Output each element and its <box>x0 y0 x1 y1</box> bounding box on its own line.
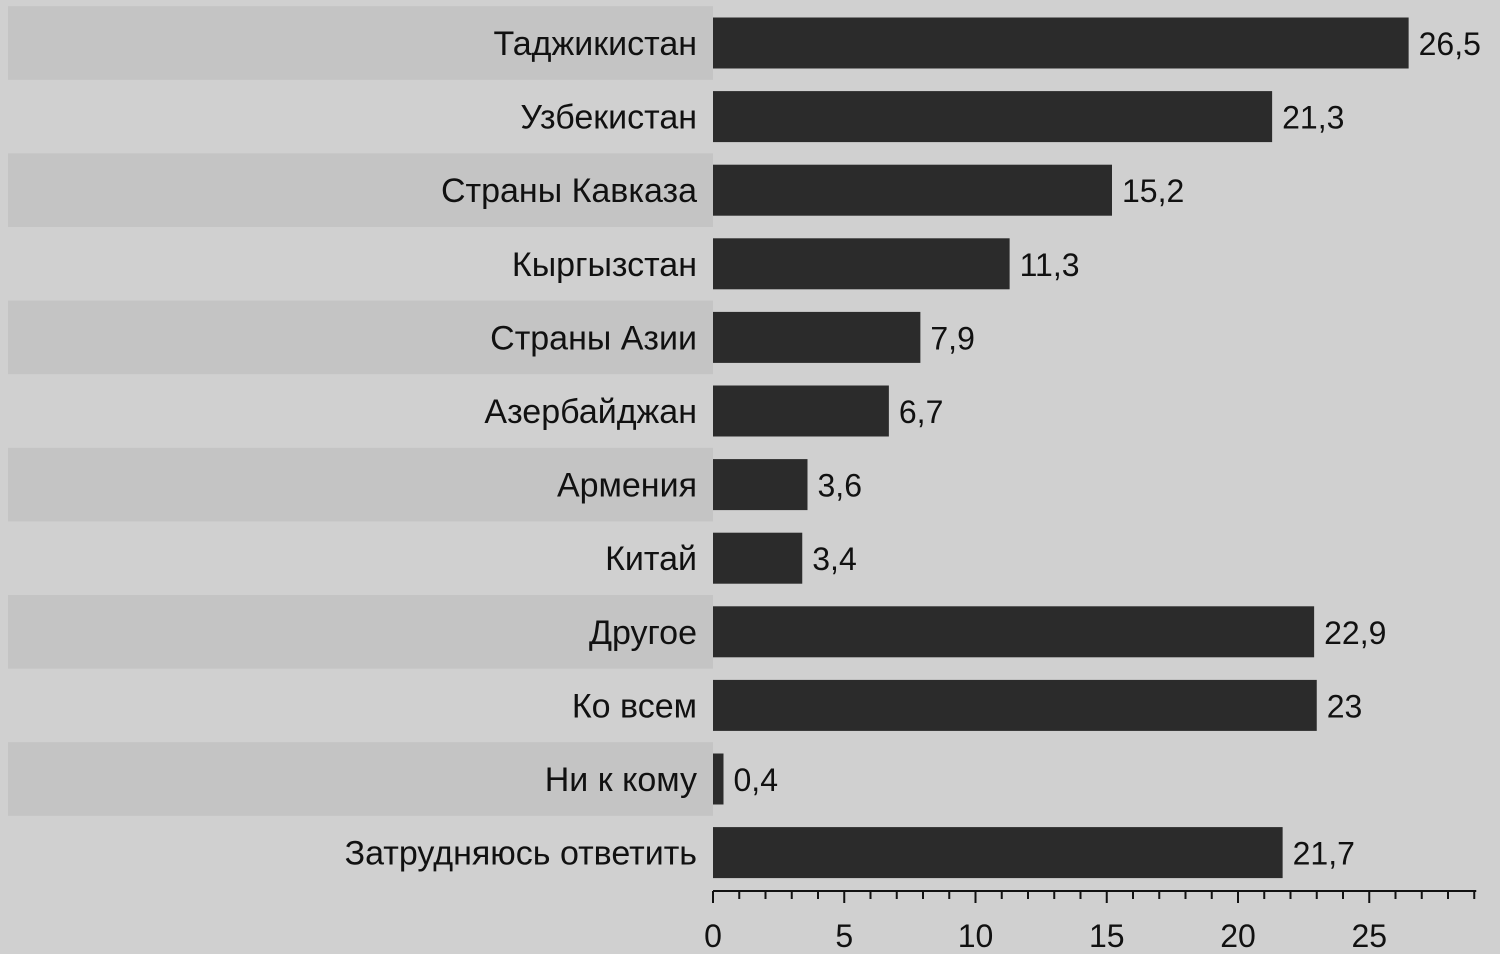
category-label: Ко всем <box>572 687 697 725</box>
category-label: Китай <box>605 540 697 578</box>
bar <box>713 164 1112 216</box>
category-label: Узбекистан <box>520 99 697 137</box>
category-label: Азербайджан <box>484 393 697 431</box>
row-stripe <box>8 447 713 522</box>
row-stripe <box>8 300 713 375</box>
bar <box>713 238 1010 290</box>
value-label: 7,9 <box>930 320 974 356</box>
value-label: 3,6 <box>818 468 862 504</box>
row-stripe <box>8 595 713 669</box>
bar <box>713 459 808 511</box>
bar <box>713 17 1409 69</box>
value-label: 6,7 <box>899 394 943 430</box>
x-tick-label: 15 <box>1089 918 1125 954</box>
bar <box>713 753 724 805</box>
row-stripe <box>8 6 713 80</box>
x-tick-label: 25 <box>1351 918 1387 954</box>
bar <box>713 311 921 363</box>
value-label: 22,9 <box>1324 615 1386 651</box>
category-label: Страны Азии <box>490 319 697 357</box>
x-tick-label: 20 <box>1220 918 1256 954</box>
value-label: 21,3 <box>1282 100 1344 136</box>
x-tick-label: 0 <box>704 918 722 954</box>
bar <box>713 827 1283 879</box>
value-label: 15,2 <box>1122 173 1184 209</box>
category-label: Армения <box>557 467 697 505</box>
category-label: Ни к кому <box>545 761 697 799</box>
value-label: 11,3 <box>1020 247 1080 283</box>
row-stripes <box>8 6 713 816</box>
value-label: 21,7 <box>1293 836 1355 872</box>
value-label: 0,4 <box>734 762 778 798</box>
x-axis: 0 5 10 15 20 25 <box>704 890 1477 954</box>
bar <box>713 385 889 437</box>
category-label: Другое <box>589 614 697 652</box>
category-label: Кыргызстан <box>512 246 697 284</box>
bar <box>713 91 1273 143</box>
value-label: 26,5 <box>1419 26 1481 62</box>
bar <box>713 532 803 584</box>
bar <box>713 606 1315 658</box>
category-label: Страны Кавказа <box>441 172 697 210</box>
row-stripe <box>8 153 713 227</box>
bar <box>713 679 1317 731</box>
category-label: Таджикистан <box>494 25 697 63</box>
category-label: Затрудняюсь ответить <box>345 835 697 873</box>
value-label: 3,4 <box>812 541 856 577</box>
x-tick-label: 5 <box>835 918 853 954</box>
row-stripe <box>8 742 713 816</box>
bars <box>713 17 1409 879</box>
x-tick-label: 10 <box>958 918 994 954</box>
value-labels: 26,5 21,3 15,2 11,3 7,9 6,7 3,6 3,4 22,9 23 0,4 21,… <box>734 26 1481 872</box>
category-labels: Таджикистан Узбекистан Страны Кавказа Кыргы… <box>345 25 697 873</box>
value-label: 23 <box>1327 688 1363 724</box>
